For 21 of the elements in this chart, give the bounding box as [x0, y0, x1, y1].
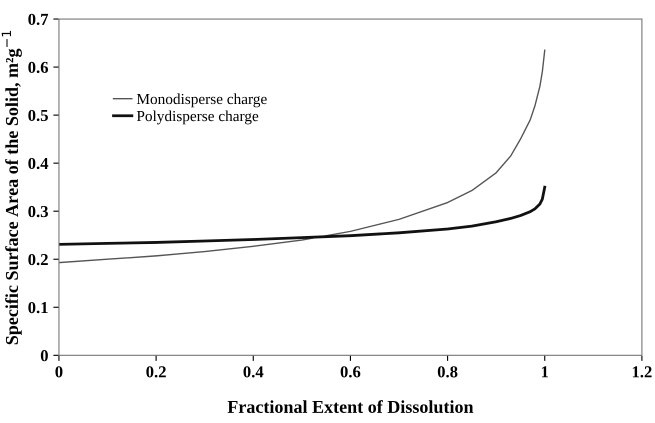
y-tick-label: 0.2 — [28, 254, 48, 266]
legend-label: Polydisperse charge — [136, 110, 258, 124]
x-tick-label: 0.6 — [340, 366, 360, 378]
y-tick-label: 0.6 — [28, 62, 48, 74]
legend-label: Monodisperse charge — [136, 93, 267, 108]
line-series — [58, 186, 546, 246]
line-series — [58, 50, 546, 264]
x-tick-label: 0.2 — [146, 366, 166, 378]
y-tick-label: 0.4 — [28, 158, 48, 170]
x-tick-label: 0 — [55, 366, 62, 378]
x-axis-title: Fractional Extent of Dissolution — [228, 400, 474, 414]
x-tick-label: 1.2 — [632, 366, 652, 378]
y-tick-label: 0.1 — [28, 302, 48, 314]
y-tick-label: 0 — [40, 350, 48, 362]
x-tick-label: 0.4 — [243, 366, 264, 378]
y-tick-label: 0.3 — [28, 206, 48, 218]
y-axis-title: Specific Surface Area of the Solid, m²g$^{−1}$ — [2, 30, 22, 344]
y-tick-label: 0.5 — [28, 110, 48, 122]
x-tick-label: 1 — [542, 366, 548, 378]
x-tick-label: 0.8 — [438, 366, 458, 378]
y-tick-label: 0.7 — [28, 14, 48, 26]
